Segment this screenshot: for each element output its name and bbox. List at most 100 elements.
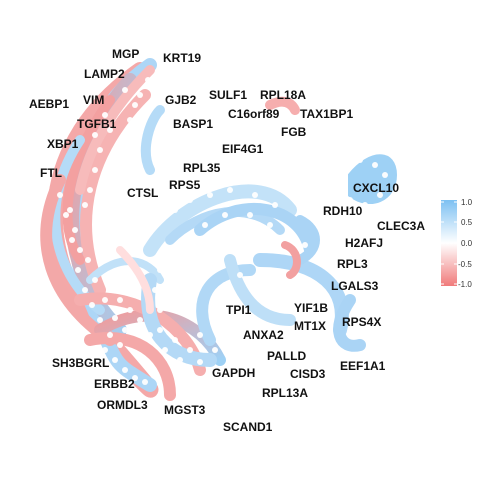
node-dot	[75, 267, 81, 273]
node-dot	[72, 227, 78, 233]
node-dot	[145, 77, 151, 83]
gene-yif1b: YIF1B	[294, 301, 328, 315]
gene-rps5: RPS5	[169, 178, 201, 192]
gene-basp1: BASP1	[173, 117, 213, 131]
node-dot	[382, 172, 388, 178]
node-dot	[87, 347, 93, 353]
node-dot	[132, 375, 138, 381]
node-dot	[97, 147, 103, 153]
node-dot	[112, 315, 118, 321]
node-dot	[307, 297, 313, 303]
node-dot	[162, 252, 168, 258]
node-dot	[212, 297, 218, 303]
gene-cisd3: CISD3	[290, 367, 326, 381]
node-dot	[147, 332, 153, 338]
gene-rpl13a: RPL13A	[262, 386, 308, 400]
node-dot	[117, 297, 123, 303]
node-dot	[267, 222, 273, 228]
node-dot	[67, 207, 73, 213]
gene-eif4g1: EIF4G1	[222, 142, 264, 156]
gene-rpl35: RPL35	[183, 161, 221, 175]
node-dot	[137, 317, 143, 323]
gene-gapdh: GAPDH	[212, 366, 255, 380]
edge	[333, 294, 366, 352]
node-dot	[82, 287, 88, 293]
node-dot	[122, 87, 128, 93]
node-dot	[157, 267, 163, 273]
node-layer	[57, 77, 388, 385]
node-dot	[77, 247, 83, 253]
gene-mgp: MGP	[112, 47, 139, 61]
gene-lamp2: LAMP2	[84, 67, 125, 81]
node-dot	[172, 337, 178, 343]
edge	[295, 215, 320, 265]
gene-eef1a1: EEF1A1	[340, 359, 386, 373]
legend-tick: -1.0	[458, 280, 472, 289]
edge	[194, 203, 316, 256]
node-dot	[187, 197, 193, 203]
gene-rps4x: RPS4X	[342, 315, 381, 329]
edge	[75, 65, 155, 195]
gene-ormdl3: ORMDL3	[97, 398, 148, 412]
gene-rdh10: RDH10	[323, 204, 363, 218]
gene-xbp1: XBP1	[47, 137, 79, 151]
node-dot	[107, 127, 113, 133]
legend-tick: 0.0	[461, 239, 473, 248]
node-dot	[107, 332, 113, 338]
legend-tick: 0.5	[461, 218, 473, 227]
gene-lgals3: LGALS3	[331, 279, 379, 293]
edge	[348, 154, 398, 205]
gene-ftl: FTL	[40, 166, 62, 180]
node-dot	[177, 357, 183, 363]
node-dot	[247, 212, 253, 218]
node-dot	[92, 277, 98, 283]
node-dot	[222, 212, 228, 218]
node-dot	[137, 92, 143, 98]
gene-sulf1: SULF1	[209, 88, 247, 102]
gene-clec3a: CLEC3A	[377, 219, 425, 233]
node-dot	[182, 277, 188, 283]
node-dot	[117, 167, 123, 173]
node-dot	[212, 347, 218, 353]
node-dot	[172, 207, 178, 213]
node-dot	[92, 167, 98, 173]
gene-ctsl: CTSL	[127, 186, 158, 200]
edge	[281, 241, 301, 279]
node-dot	[302, 242, 308, 248]
node-dot	[327, 177, 333, 183]
edge	[116, 246, 154, 314]
edge	[143, 184, 297, 257]
node-dot	[82, 202, 88, 208]
node-dot	[257, 267, 263, 273]
gene-mt1x: MT1X	[294, 319, 326, 333]
gene-tax1bp1: TAX1BP1	[300, 107, 353, 121]
edge	[140, 105, 165, 175]
gene-sh3bgrl: SH3BGRL	[52, 356, 109, 370]
legend-tick: -0.5	[458, 260, 472, 269]
gene-rpl3: RPL3	[337, 257, 368, 271]
node-dot	[63, 212, 69, 218]
gene-erbb2: ERBB2	[94, 377, 135, 391]
gene-c16orf89: C16orf89	[228, 107, 280, 121]
node-dot	[252, 192, 258, 198]
legend-colorbar	[441, 200, 457, 286]
node-dot	[342, 162, 348, 168]
node-dot	[102, 112, 108, 118]
edge	[224, 254, 296, 326]
node-dot	[142, 379, 148, 385]
gene-tpi1: TPI1	[226, 303, 252, 317]
node-dot	[272, 277, 278, 283]
node-dot	[97, 317, 103, 323]
gene-vim: VIM	[83, 93, 104, 107]
gene-tgfb1: TGFB1	[77, 117, 117, 131]
node-dot	[112, 357, 118, 363]
node-dot	[122, 327, 128, 333]
node-dot	[67, 317, 73, 323]
edge	[84, 332, 176, 401]
node-dot	[157, 307, 163, 313]
node-dot	[197, 332, 203, 338]
gene-krt19: KRT19	[163, 51, 201, 65]
node-dot	[127, 307, 133, 313]
node-dot	[127, 117, 133, 123]
legend-tick: 1.0	[461, 198, 473, 207]
